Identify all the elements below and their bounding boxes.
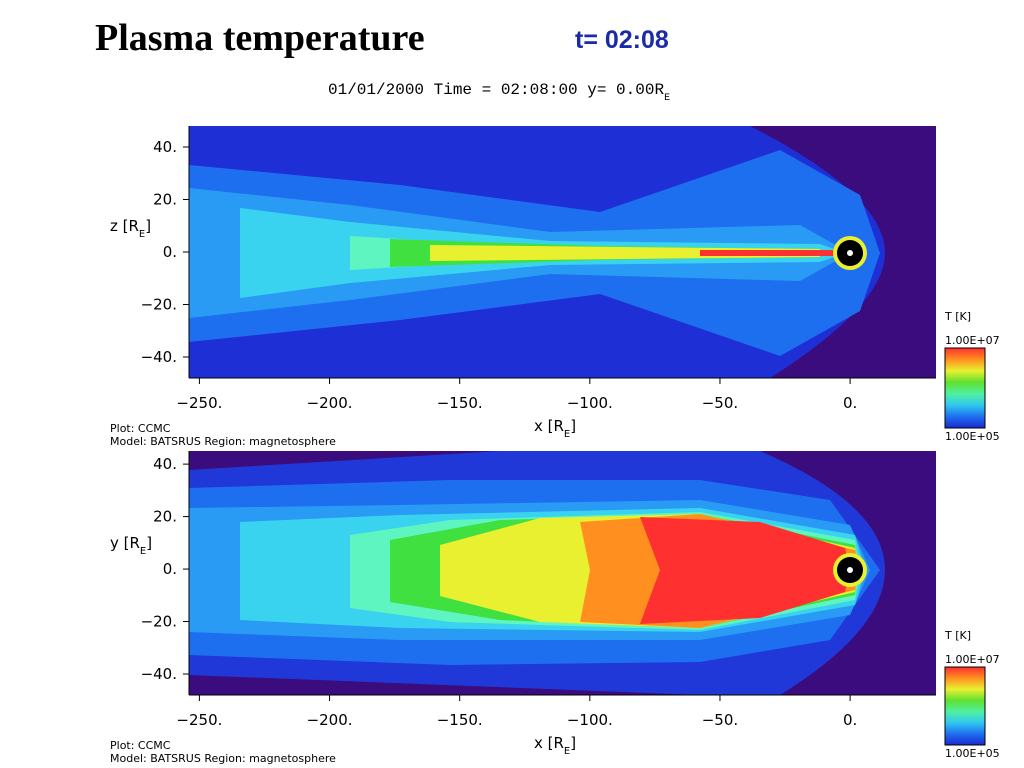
x-tick-label: 0. xyxy=(843,394,857,412)
y-tick-label: 20. xyxy=(153,191,177,209)
colorbar-tick-label: 1.00E+05 xyxy=(945,430,1000,443)
y-tick-label: 20. xyxy=(153,508,177,526)
y-tick-label: 40. xyxy=(153,455,177,473)
y-axis-label: z [RE] xyxy=(110,217,151,240)
x-tick-label: −150. xyxy=(437,394,483,412)
footer-note: Plot: CCMC xyxy=(110,739,171,752)
footer-note: Model: BATSRUS Region: magnetosphere xyxy=(110,435,336,448)
x-tick-label: −100. xyxy=(567,394,613,412)
colorbar-title: T [K] xyxy=(944,310,971,323)
y-axis-label-part: E xyxy=(140,546,146,557)
y-axis-label-part: ] xyxy=(146,534,152,552)
y-tick-label: −20. xyxy=(141,613,177,631)
colorbar-tick-label: 1.00E+07 xyxy=(945,653,1000,666)
x-tick-label: −250. xyxy=(176,711,222,729)
y-axis-label: y [RE] xyxy=(110,534,152,557)
x-tick-label: −250. xyxy=(176,394,222,412)
x-tick-label: −100. xyxy=(567,711,613,729)
footer-note: Model: BATSRUS Region: magnetosphere xyxy=(110,752,336,765)
y-tick-label: −20. xyxy=(141,296,177,314)
y-tick-label: 40. xyxy=(153,138,177,156)
x-axis-label-part: E xyxy=(564,429,570,440)
colorbar-tick-label: 1.00E+05 xyxy=(945,747,1000,760)
plot-header-part: E xyxy=(664,93,670,104)
subtitle: t= 02:08 xyxy=(575,26,669,54)
plot-header-part: 01/01/2000 Time = 02:08:00 y= 0.00R xyxy=(328,81,664,99)
x-tick-label: −200. xyxy=(307,711,353,729)
contour-field xyxy=(189,126,936,378)
y-tick-label: −40. xyxy=(141,665,177,683)
y-tick-label: 0. xyxy=(163,560,177,578)
x-axis-label-part: ] xyxy=(570,417,576,435)
x-axis-label-part: x [R xyxy=(534,417,564,435)
x-tick-label: −50. xyxy=(702,711,738,729)
y-tick-label: 0. xyxy=(163,243,177,261)
x-tick-label: −200. xyxy=(307,394,353,412)
y-axis-label-part: z [R xyxy=(110,217,139,235)
footer-note: Plot: CCMC xyxy=(110,422,171,435)
y-axis-label-part: ] xyxy=(145,217,151,235)
plot-header: 01/01/2000 Time = 02:08:00 y= 0.00RE xyxy=(328,81,670,104)
colorbar xyxy=(944,666,986,746)
x-axis-label: x [RE] xyxy=(534,734,576,757)
x-axis-label: x [RE] xyxy=(534,417,576,440)
colorbar xyxy=(944,347,986,429)
x-tick-label: −50. xyxy=(702,394,738,412)
contour-field xyxy=(189,451,936,695)
x-axis-label-part: ] xyxy=(570,734,576,752)
x-axis-label-part: x [R xyxy=(534,734,564,752)
y-tick-label: −40. xyxy=(141,348,177,366)
colorbar-tick-label: 1.00E+07 xyxy=(945,334,1000,347)
x-tick-label: 0. xyxy=(843,711,857,729)
y-axis-label-part: E xyxy=(139,229,145,240)
x-tick-label: −150. xyxy=(437,711,483,729)
y-axis-label-part: y [R xyxy=(110,534,140,552)
colorbar-title: T [K] xyxy=(944,629,971,642)
title: Plasma temperature xyxy=(95,17,425,59)
x-axis-label-part: E xyxy=(564,746,570,757)
